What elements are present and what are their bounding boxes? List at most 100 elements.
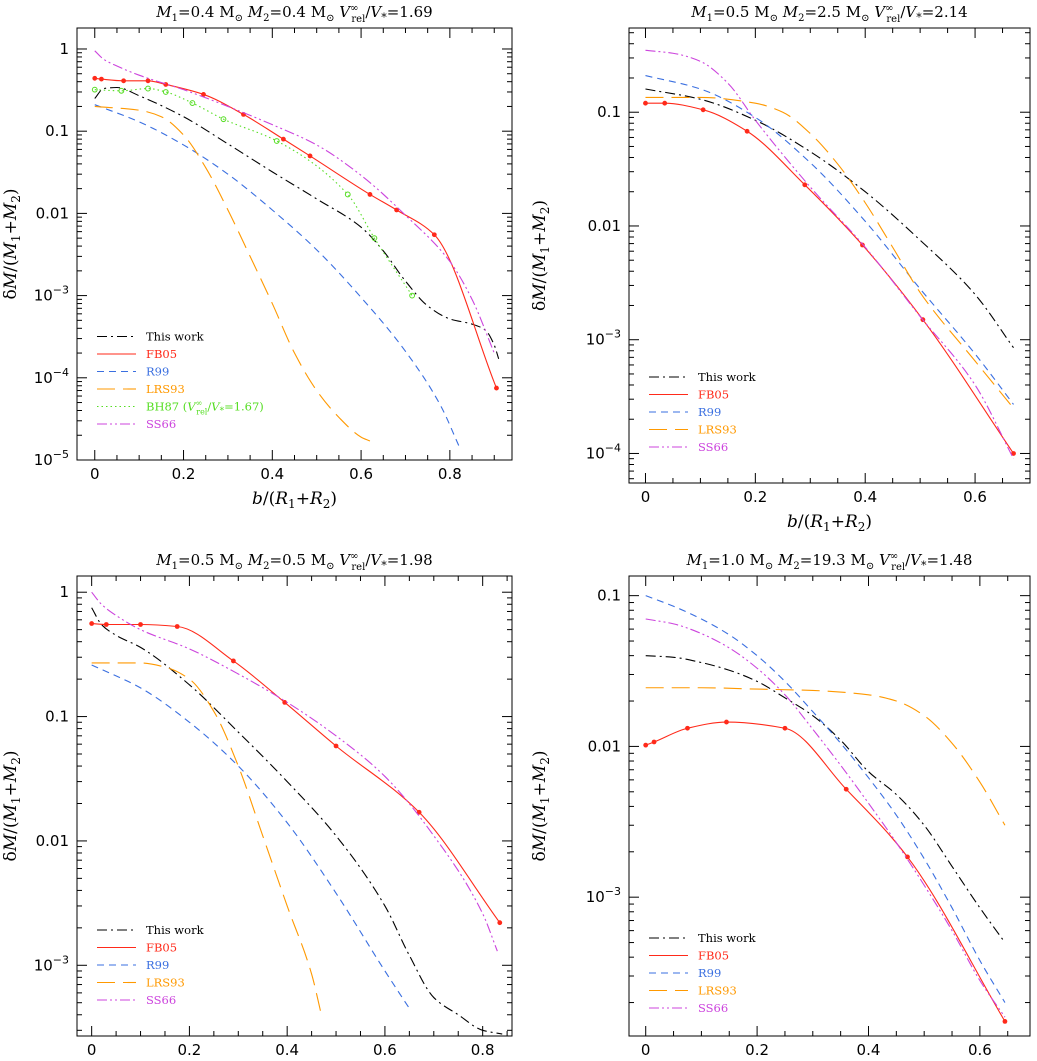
legend-label: FB05: [146, 941, 177, 955]
x-tick-label: 0.8: [438, 465, 462, 483]
y-tick-label: 10−3: [34, 953, 69, 974]
y-tick-label: 0.1: [45, 122, 69, 140]
data-point-open: [145, 85, 151, 92]
x-tick-label: 0.2: [172, 465, 196, 483]
legend-label: FB05: [698, 949, 729, 963]
series-line-r99: [94, 104, 460, 446]
chart-panel-2: 0 0.2 0.4 0.6 10−4 10−3 0.01 0.1 M1=0.5 M⊙ M2=2.…: [530, 3, 1031, 534]
data-point: [174, 624, 180, 629]
data-point: [416, 809, 422, 815]
data-point: [103, 622, 109, 627]
x-tick-label: 0: [641, 488, 651, 506]
data-point: [651, 739, 657, 745]
y-tick-label: 0.01: [588, 737, 621, 755]
x-tick-label: 0.2: [745, 1041, 769, 1059]
x-tick-label: 0.2: [177, 1041, 201, 1059]
chart-panel-4: 0 0.2 0.4 0.6 10−3 0.01 0.1 M1=1.0 M⊙ M2=19.3 M…: [530, 551, 1031, 1059]
data-point: [685, 725, 690, 731]
series-line-ss66: [94, 50, 495, 354]
y-tick-label: 10−4: [586, 441, 621, 462]
legend-label: R99: [146, 958, 169, 972]
data-point-open: [409, 292, 416, 299]
data-point-open: [91, 86, 98, 93]
data-point-open: [118, 87, 125, 94]
legend-label: LRS93: [146, 382, 185, 396]
data-point: [231, 658, 236, 664]
data-point: [905, 854, 910, 860]
series-line-lrs93: [94, 105, 371, 442]
data-point: [367, 192, 373, 197]
y-tick-label: 0.1: [45, 708, 69, 726]
x-tick-label: 0.6: [349, 465, 373, 483]
x-tick-label: 0.6: [968, 1041, 992, 1059]
data-point: [282, 699, 288, 705]
y-tick-label: 10−3: [586, 328, 621, 349]
legend-label: This work: [698, 370, 757, 384]
data-point: [843, 786, 849, 792]
data-point: [333, 743, 339, 749]
data-point: [1002, 1018, 1008, 1024]
legend-label: SS66: [698, 440, 728, 454]
x-tick-label: 0.4: [853, 488, 877, 506]
series-group: [643, 49, 1016, 459]
y-tick-label: 10−3: [34, 284, 69, 305]
y-tick-label: 0.1: [597, 103, 621, 121]
series-line-lrs93: [645, 687, 1006, 826]
series-group: [91, 50, 500, 446]
plot-frame: [76, 27, 513, 461]
data-point: [121, 78, 127, 84]
series-line-this: [645, 655, 1006, 943]
y-tick-label: 0.01: [36, 204, 69, 222]
legend-label: SS66: [146, 417, 176, 431]
chart-title: M1=0.5 M⊙ M2=2.5 M⊙ V∞ rel/V*=2.14: [690, 3, 967, 25]
legend-label: R99: [698, 966, 721, 980]
data-point-open: [273, 138, 280, 144]
legend-label: This work: [146, 330, 205, 344]
x-tick-label: 0.8: [471, 1041, 495, 1059]
series-line-bh87: [94, 88, 413, 296]
chart-title: M1=0.5 M⊙ M2=0.5 M⊙ V∞ rel/V*=1.98: [155, 551, 432, 573]
series-line-this: [94, 86, 500, 360]
data-point: [201, 92, 206, 97]
data-point: [643, 742, 649, 748]
data-point: [1011, 451, 1016, 456]
y-axis-label: δM/(M1+M2): [530, 200, 552, 311]
series-line-r99: [645, 75, 1014, 405]
x-tick-label: 0.6: [373, 1041, 397, 1059]
data-point: [494, 385, 499, 391]
y-tick-label: 0.01: [588, 217, 621, 235]
y-tick-label: 1: [59, 583, 69, 601]
series-line-this: [645, 88, 1014, 349]
legend-label: SS66: [698, 1001, 728, 1015]
legend-label: FB05: [698, 388, 729, 402]
data-point-open: [220, 116, 227, 123]
series-line-r99: [645, 595, 1006, 1003]
data-point: [307, 153, 313, 159]
data-point: [802, 182, 808, 188]
data-point: [99, 76, 104, 82]
x-tick-label: 0.6: [963, 488, 987, 506]
series-group: [89, 591, 503, 1035]
y-tick-label: 1: [59, 40, 69, 58]
plot-frame: [628, 27, 1031, 484]
x-tick-label: 0: [90, 465, 100, 483]
y-axis-label: δM/(M1+M2): [1, 188, 23, 299]
legend-label: This work: [698, 931, 757, 945]
x-tick-label: 0.4: [275, 1041, 299, 1059]
data-point: [643, 100, 648, 106]
data-point: [782, 725, 788, 731]
x-axis-label: b/(R1+R2): [787, 512, 872, 534]
data-point-open: [189, 100, 196, 106]
x-tick-label: 0.2: [743, 488, 767, 506]
y-tick-label: 0.01: [36, 832, 69, 850]
chart-title: M1=0.4 M⊙ M2=0.4 M⊙ V∞ rel/V*=1.69: [155, 3, 432, 25]
data-point: [394, 207, 399, 213]
legend-label: This work: [146, 923, 205, 937]
data-point: [662, 100, 668, 106]
legend-label: BH87 (V∞ rel/V*=1.67): [146, 399, 264, 417]
y-tick-label: 10−3: [586, 885, 621, 906]
chart-panel-3: 0 0.2 0.4 0.6 0.8 10−3 0.01 0.1 1 M1=0.5 M⊙ M2=0.…: [1, 551, 513, 1059]
data-point: [138, 622, 143, 627]
data-point: [145, 78, 151, 84]
data-point: [163, 82, 169, 87]
